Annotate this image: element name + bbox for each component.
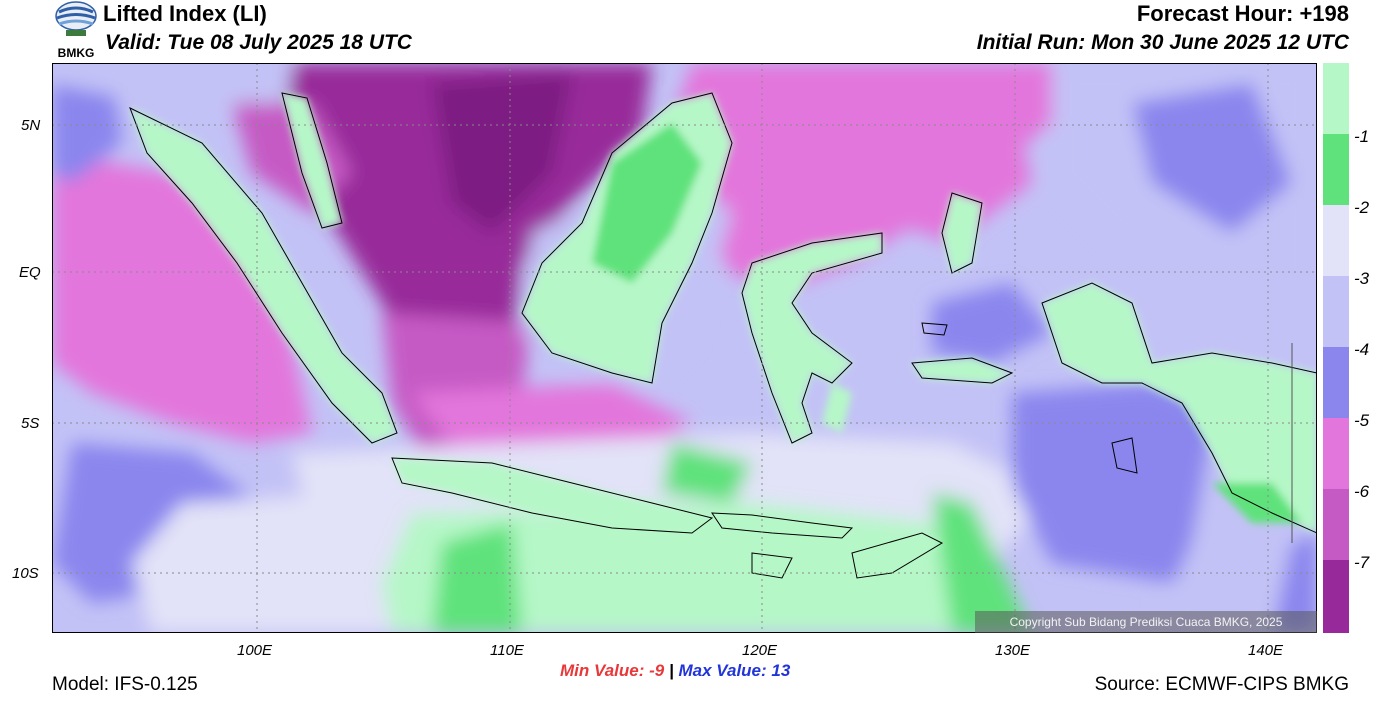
lat-label-5s: 5S <box>21 415 40 432</box>
max-value-label: Max Value: <box>678 661 767 680</box>
lon-label-100e: 100E <box>237 642 273 659</box>
lat-label-5n: 5N <box>21 117 41 134</box>
copyright-notice: Copyright Sub Bidang Prediksi Cuaca BMKG… <box>975 611 1317 633</box>
min-max-values: Min Value: -9 | Max Value: 13 <box>560 661 790 681</box>
lon-label-140e: 140E <box>1248 642 1284 659</box>
model-name: Model: IFS-0.125 <box>52 674 198 695</box>
max-value: 13 <box>771 661 791 680</box>
forecast-hour: Forecast Hour: +198 <box>1136 1 1349 26</box>
bmkg-logo: BMKG <box>51 0 101 60</box>
colorbar-label: -6 <box>1354 482 1370 501</box>
min-value-label: Min Value: <box>560 661 645 680</box>
min-max-separator: | <box>668 661 674 680</box>
colorbar-label: -4 <box>1354 340 1370 359</box>
colorbar-label: -2 <box>1354 198 1370 217</box>
colorbar-label: -5 <box>1354 411 1370 430</box>
lon-label-110e: 110E <box>490 642 524 659</box>
colorbar <box>1323 63 1349 633</box>
lon-label-130e: 130E <box>995 642 1031 659</box>
map-panel <box>52 63 1317 633</box>
lat-label-10s: 10S <box>12 565 39 582</box>
lon-label-120e: 120E <box>742 642 778 659</box>
colorbar-label: -7 <box>1354 553 1370 572</box>
bmkg-logo-text: BMKG <box>58 46 95 60</box>
data-source: Source: ECMWF-CIPS BMKG <box>1094 674 1349 695</box>
colorbar-label: -3 <box>1354 269 1370 288</box>
min-value: -9 <box>649 661 665 680</box>
valid-time: Valid: Tue 08 July 2025 18 UTC <box>105 31 412 54</box>
colorbar-swatches <box>1323 63 1349 633</box>
colorbar-label: -1 <box>1354 127 1370 146</box>
map-title: Lifted Index (LI) <box>103 1 267 26</box>
lat-label-eq: EQ <box>19 264 41 281</box>
lifted-index-map <box>52 63 1317 633</box>
initial-run: Initial Run: Mon 30 June 2025 12 UTC <box>976 31 1349 54</box>
